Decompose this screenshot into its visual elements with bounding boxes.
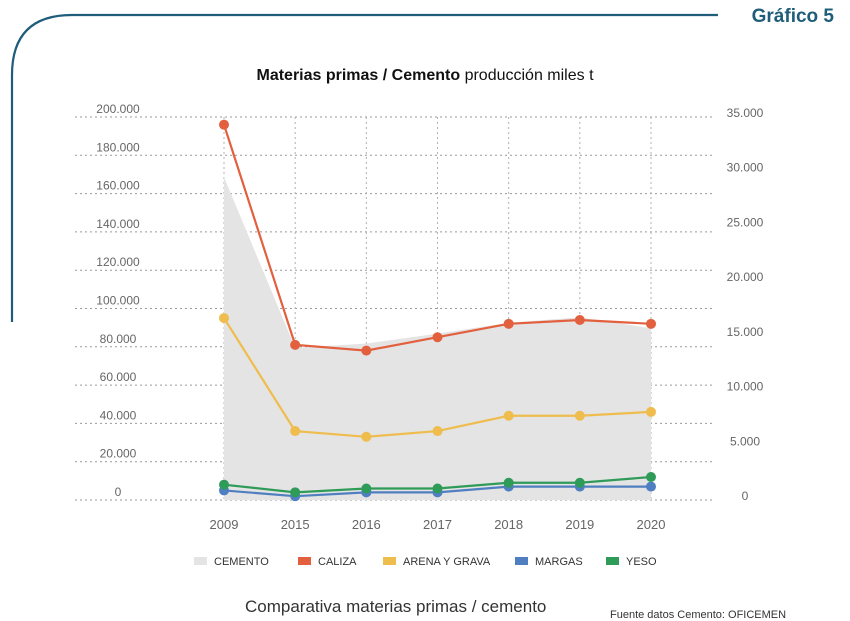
- data-point-yeso: [290, 487, 301, 498]
- data-point-caliza: [219, 119, 229, 130]
- data-point-caliza: [432, 332, 443, 343]
- frame-line: [10, 13, 718, 322]
- legend-swatch-caliza: [298, 557, 311, 565]
- data-point-yeso: [574, 477, 585, 488]
- y-left-tick-label: 60.000: [100, 370, 137, 384]
- legend-swatch-yeso: [606, 557, 619, 565]
- y-left-tick-label: 180.000: [96, 140, 140, 154]
- data-point-caliza: [361, 345, 372, 356]
- y-left-tick-label: 100.000: [96, 294, 140, 308]
- y-left-tick-label: 20.000: [100, 447, 137, 461]
- source-note: Fuente datos Cemento: OFICEMEN: [610, 609, 787, 621]
- data-point-arena-y-grava: [503, 410, 514, 421]
- x-tick-label: 2015: [281, 517, 310, 532]
- legend-swatch-margas: [515, 557, 528, 565]
- data-point-yeso: [361, 483, 372, 494]
- data-point-caliza: [646, 318, 656, 329]
- y-left-tick-label: 120.000: [96, 255, 140, 269]
- legend-label-caliza: CALIZA: [318, 556, 357, 568]
- x-tick-label: 2017: [423, 517, 452, 532]
- data-point-arena-y-grava: [646, 406, 656, 417]
- data-point-margas: [646, 481, 656, 492]
- chart-title-main: Materias primas / Cemento: [256, 67, 461, 84]
- legend-label-yeso: YESO: [626, 556, 657, 568]
- y-left-tick-label: 140.000: [96, 217, 140, 231]
- data-point-arena-y-grava: [290, 426, 301, 437]
- y-right-tick-label: 25.000: [727, 215, 764, 229]
- legend-label-arena-y-grava: ARENA Y GRAVA: [403, 556, 491, 568]
- data-point-caliza: [574, 314, 585, 325]
- y-left-tick-label: 200.000: [96, 102, 140, 116]
- y-right-tick-label: 10.000: [727, 380, 764, 394]
- data-point-arena-y-grava: [574, 410, 585, 421]
- data-point-yeso: [219, 479, 229, 490]
- y-right-tick-label: 20.000: [727, 270, 764, 284]
- chart-title: Materias primas / Cemento producción mil…: [0, 67, 850, 85]
- y-right-tick-label: 15.000: [727, 325, 764, 339]
- data-point-arena-y-grava: [219, 313, 229, 324]
- legend-label-margas: MARGAS: [535, 556, 583, 568]
- data-point-caliza: [503, 318, 514, 329]
- y-right-tick-label: 35.000: [727, 106, 764, 120]
- data-point-caliza: [290, 339, 301, 350]
- chart-number-badge: Gráfico 5: [751, 6, 834, 27]
- y-left-tick-label: 160.000: [96, 179, 140, 193]
- data-point-yeso: [432, 483, 443, 494]
- x-tick-label: 2019: [565, 517, 594, 532]
- legend-label-cemento: CEMENTO: [214, 556, 269, 568]
- y-left-tick-label: 0: [115, 485, 122, 499]
- y-right-tick-label: 30.000: [727, 161, 764, 175]
- data-point-arena-y-grava: [361, 431, 372, 442]
- legend-swatch-cemento: [194, 557, 207, 565]
- data-point-arena-y-grava: [432, 426, 443, 437]
- chart-title-unit: producción miles t: [464, 67, 594, 84]
- x-tick-label: 2016: [352, 517, 381, 532]
- data-point-yeso: [646, 472, 656, 483]
- x-tick-label: 2018: [494, 517, 523, 532]
- y-right-tick-label: 0: [742, 489, 749, 503]
- legend-swatch-arena-y-grava: [383, 557, 396, 565]
- chart-caption: Comparativa materias primas / cemento: [245, 597, 547, 616]
- y-right-tick-label: 5.000: [730, 434, 760, 448]
- y-left-tick-label: 40.000: [100, 408, 137, 422]
- data-point-yeso: [503, 477, 514, 488]
- x-tick-label: 2020: [637, 517, 666, 532]
- x-tick-label: 2009: [210, 517, 239, 532]
- y-left-tick-label: 80.000: [100, 332, 137, 346]
